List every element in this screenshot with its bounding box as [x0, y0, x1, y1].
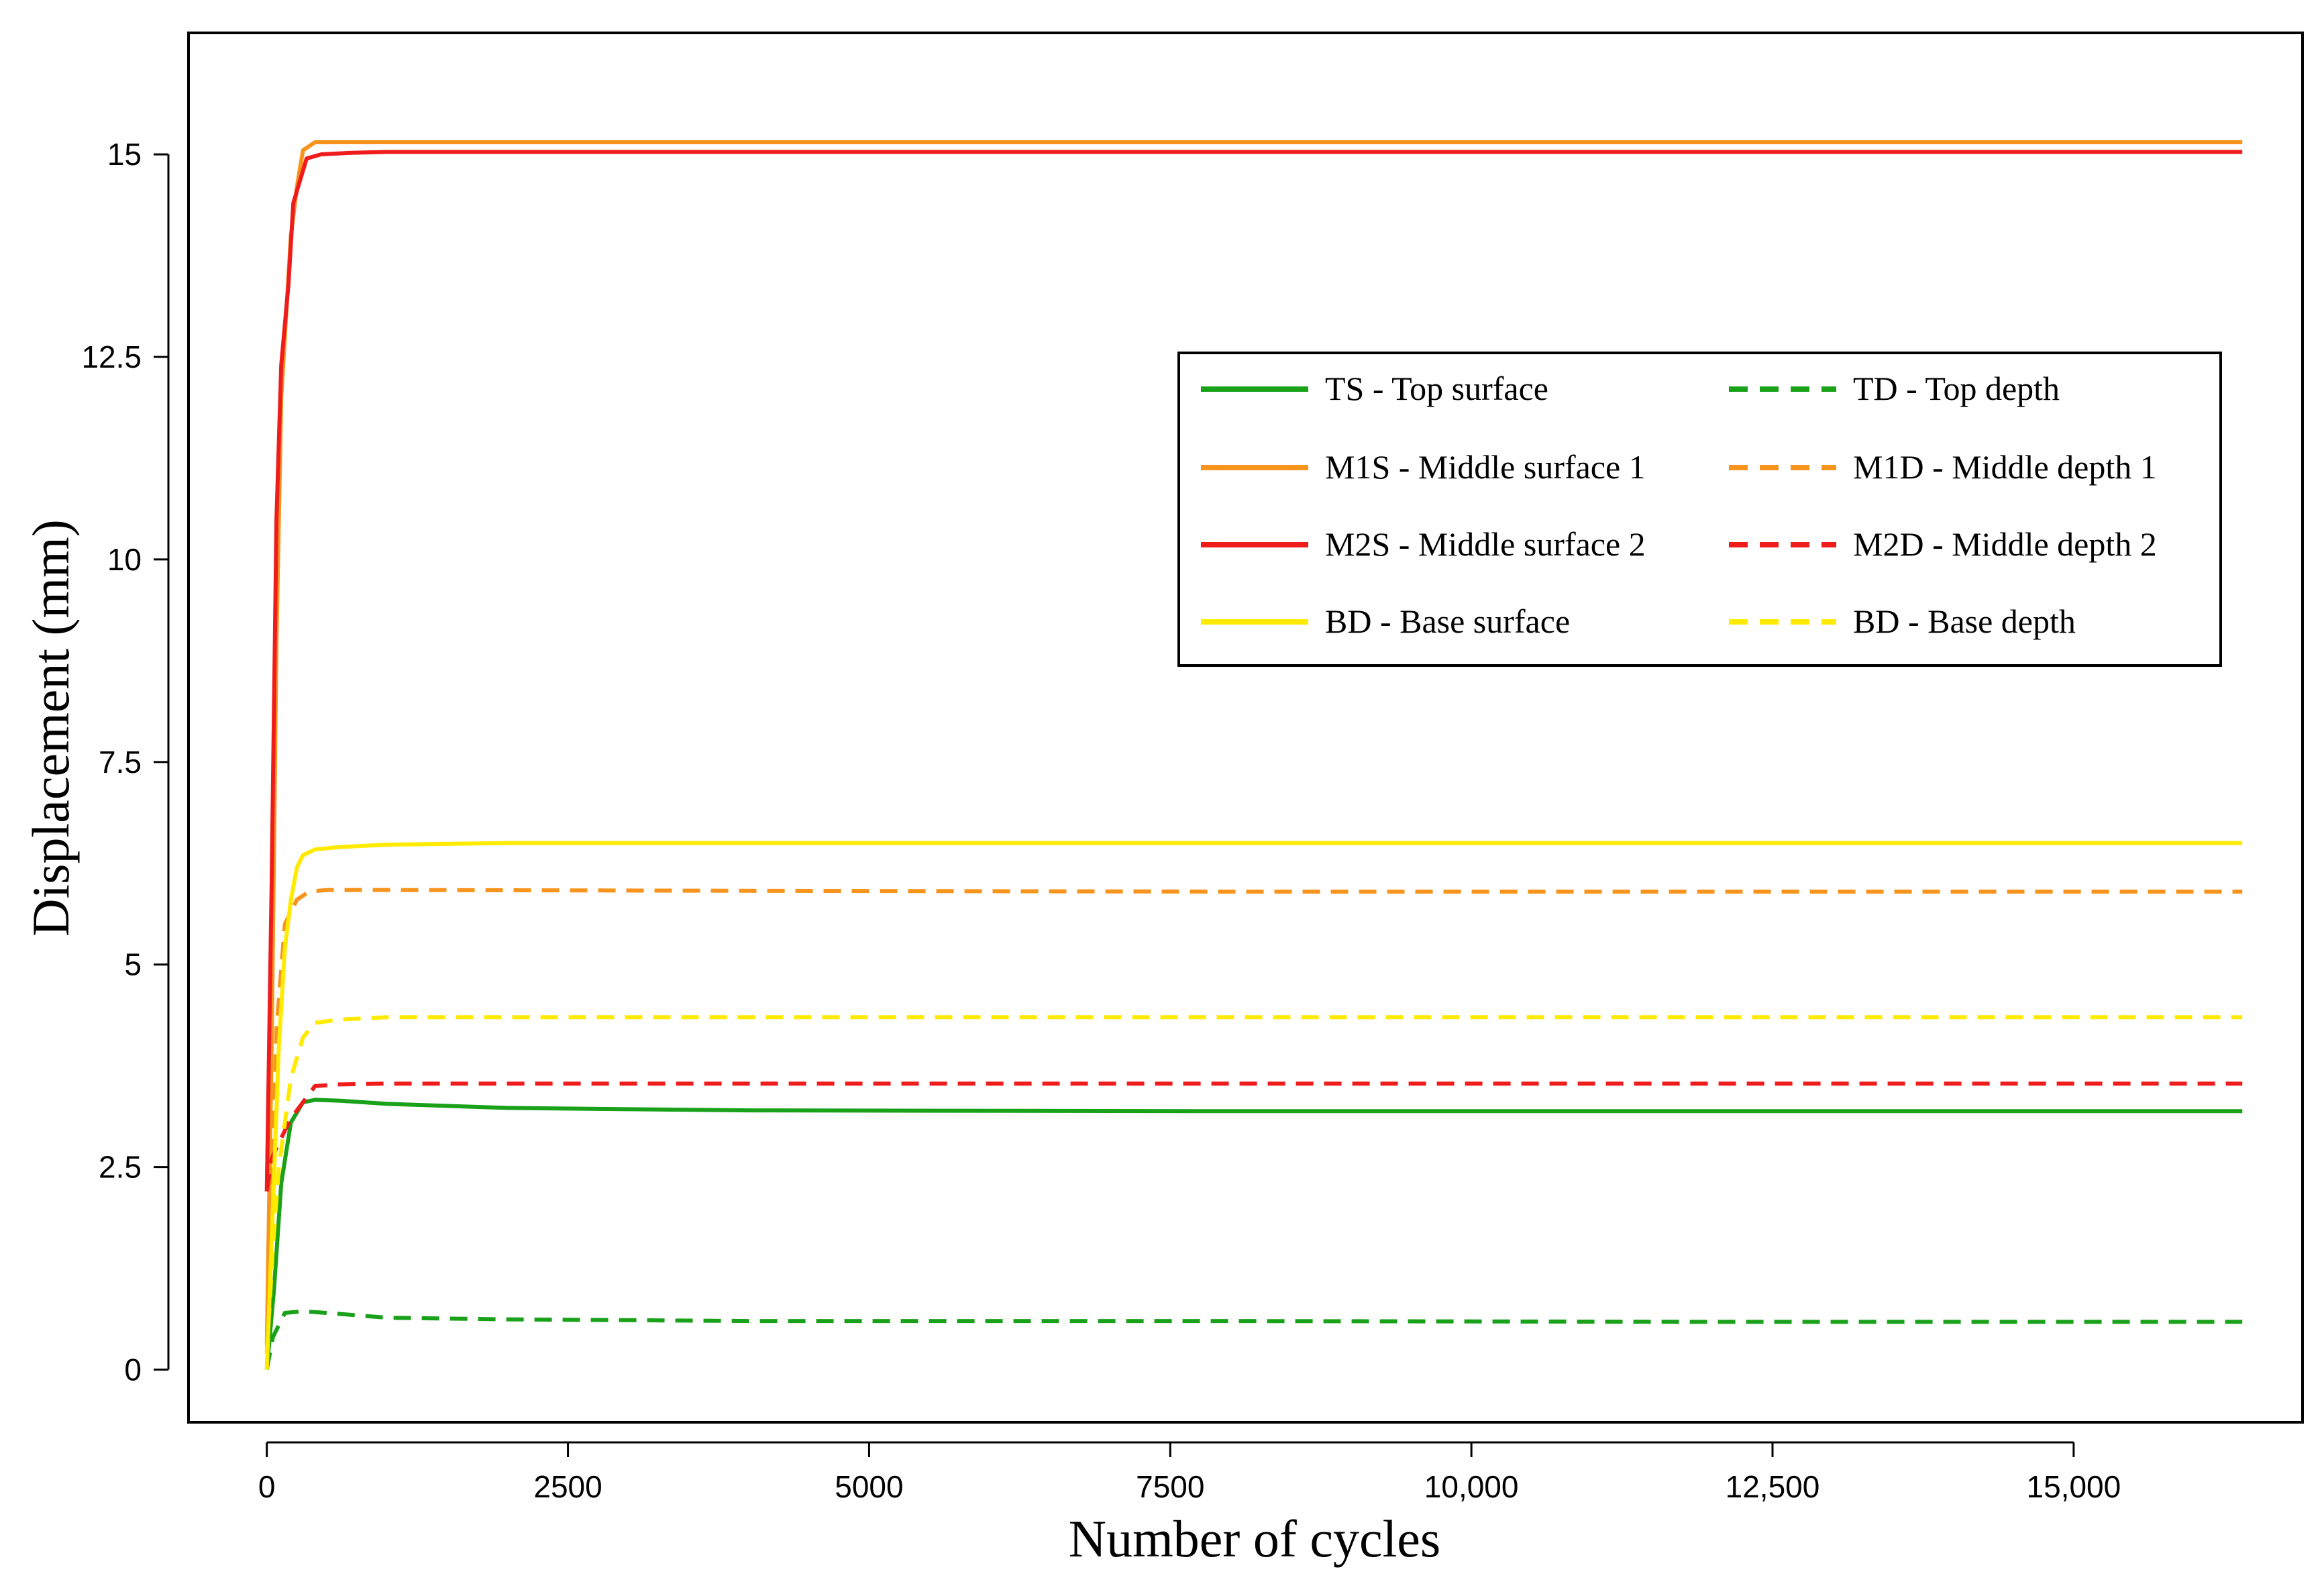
- legend-label: M1S - Middle surface 1: [1325, 448, 1646, 486]
- legend-label: BD - Base depth: [1853, 602, 2076, 640]
- y-axis-title: Displacement (mm): [21, 519, 80, 937]
- legend-label: M2S - Middle surface 2: [1325, 525, 1646, 563]
- x-tick-label: 10,000: [1424, 1469, 1519, 1504]
- legend-label: M1D - Middle depth 1: [1853, 448, 2157, 486]
- legend-label: M2D - Middle depth 2: [1853, 525, 2157, 563]
- x-tick-label: 7500: [1136, 1469, 1204, 1504]
- legend-box: [1177, 352, 2222, 667]
- x-tick-label: 0: [258, 1469, 276, 1504]
- legend-label: TS - Top surface: [1325, 370, 1548, 407]
- series-layer: [264, 140, 2243, 1371]
- x-tick-label: 15,000: [2027, 1469, 2121, 1504]
- series-line: [264, 1015, 2243, 1354]
- series-line: [264, 1081, 2243, 1192]
- series-line: [264, 1098, 2243, 1370]
- legend-label: TD - Top depth: [1853, 370, 2060, 407]
- x-tick-label: 5000: [835, 1469, 903, 1504]
- y-tick-label: 12.5: [81, 339, 142, 374]
- y-tick-label: 10: [107, 542, 142, 577]
- y-axis: 0 2.5 5 7.5 10 12.5 15: [81, 137, 170, 1387]
- series-line: [264, 140, 2243, 1346]
- series-line: [264, 1309, 2243, 1371]
- y-tick-label: 7.5: [99, 745, 142, 780]
- x-axis: 0 2500 5000 7500 10,000 12,500 15,000: [258, 1441, 2121, 1504]
- legend-label: BD - Base surface: [1325, 602, 1570, 640]
- y-tick-label: 0: [124, 1352, 142, 1387]
- series-line: [264, 150, 2243, 1191]
- plot-frame: [187, 32, 2304, 1424]
- x-tick-label: 12,500: [1726, 1469, 1820, 1504]
- x-tick-label: 2500: [533, 1469, 602, 1504]
- series-line: [264, 888, 2243, 1354]
- x-axis-title: Number of cycles: [1069, 1509, 1440, 1568]
- y-tick-label: 2.5: [99, 1150, 142, 1185]
- y-tick-label: 5: [124, 947, 142, 982]
- legend: TS - Top surface TD - Top depth M1S - Midd…: [1177, 352, 2222, 667]
- series-line: [264, 841, 2243, 1370]
- y-tick-label: 15: [107, 137, 142, 172]
